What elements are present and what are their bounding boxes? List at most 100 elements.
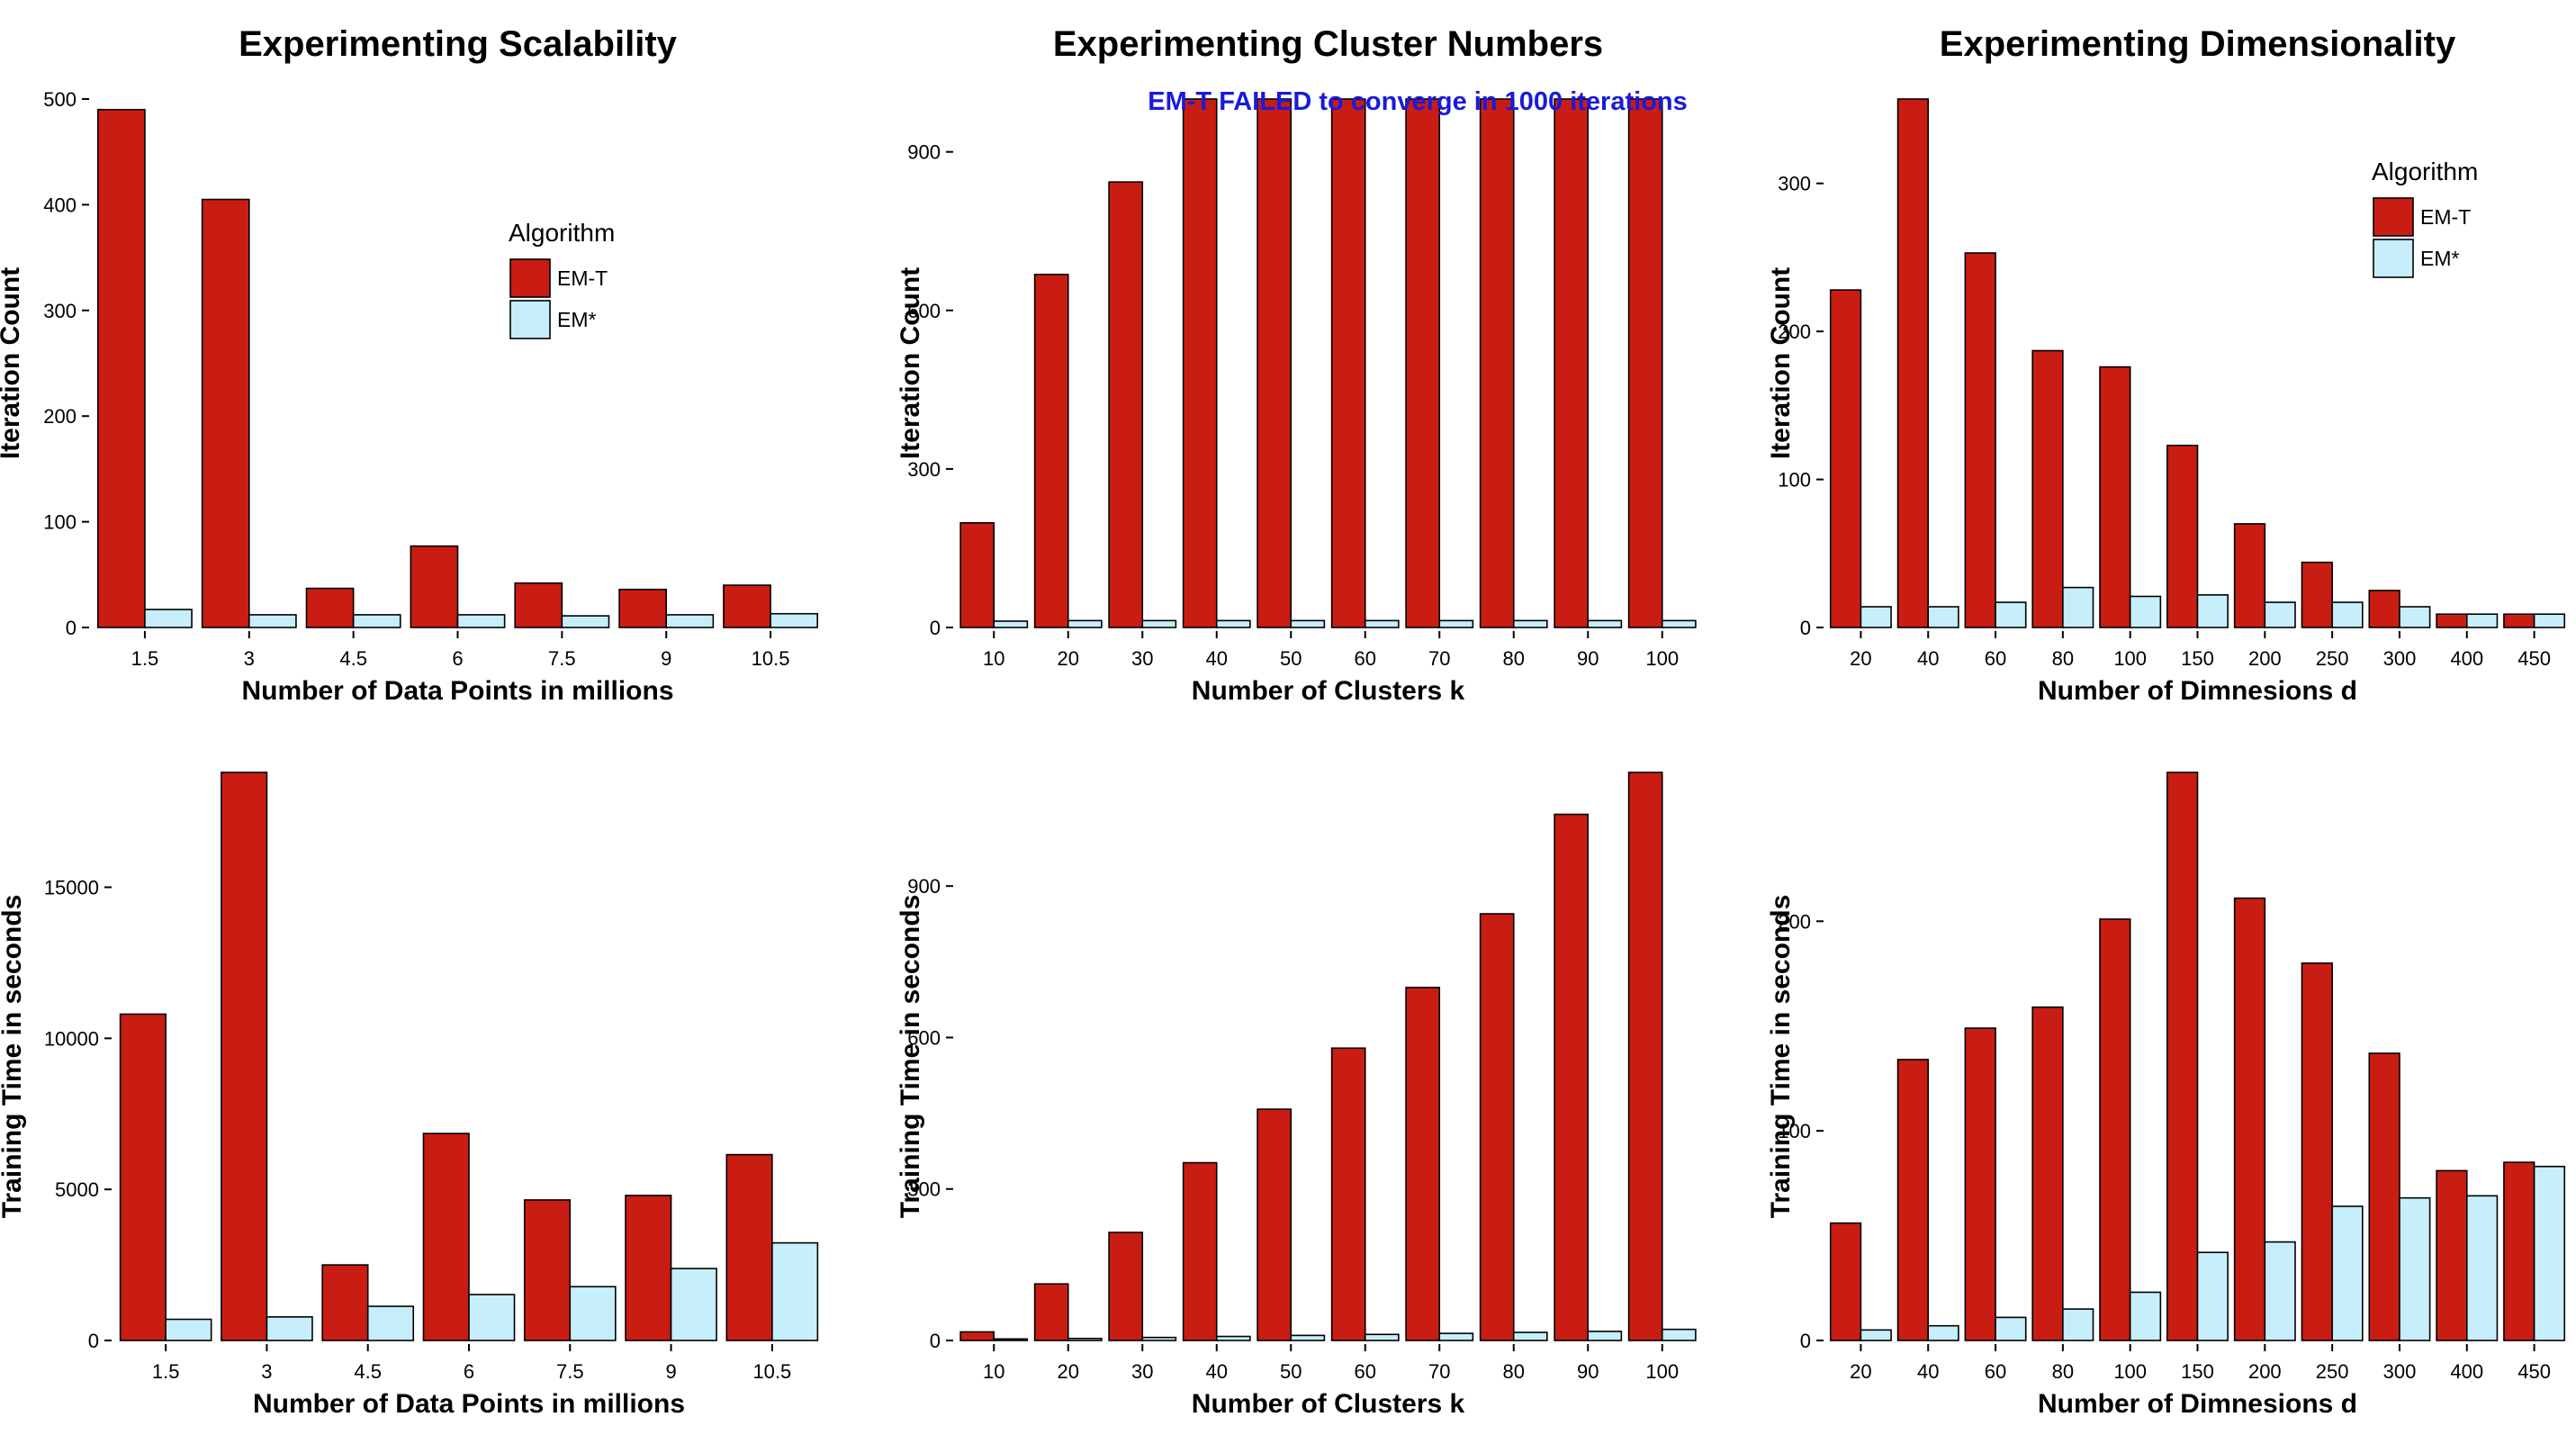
bar-em-t [1033,1283,1069,1341]
bar-em-star [1661,1328,1697,1341]
x-tick-label: 3 [261,1360,272,1383]
x-tick-label: 100 [1645,647,1679,670]
x-tick-label: 50 [1280,647,1302,670]
bar-em-star [456,614,506,628]
x-axis-title: Number of Dimnesions d [2038,676,2357,706]
chart-panel-2: Experimenting Cluster Numbers 0 300 600 900 1… [896,24,1697,706]
bar-em-t [1405,987,1441,1341]
bar-em-t [1405,98,1441,628]
y-tick-label: 0 [930,617,941,639]
chart-panel-5: 0 300 600 900 10 20 30 40 50 60 70 80 90 100 Number of… [896,772,1697,1419]
y-tick-label: 0 [88,1330,99,1352]
chart-title: Experimenting Cluster Numbers [1053,24,1603,64]
bar-em-t [1182,98,1218,628]
x-axis-title: Number of Clusters k [1192,1389,1465,1419]
bar-em-t [2301,561,2333,628]
legend-key-em-t [2373,197,2414,237]
y-tick-label: 100 [1778,1120,1811,1142]
bar-em-t [1829,289,1862,628]
bar-em-star [2533,1165,2566,1341]
bar-em-star [1141,619,1177,628]
x-tick-label: 40 [1917,1360,1939,1383]
bar-em-star [468,1294,516,1341]
bar-em-t [959,1331,995,1341]
x-tick-label: 90 [1577,647,1599,670]
y-axis-title: Training Time in seconds [896,895,925,1219]
x-tick-label: 40 [1206,1360,1228,1383]
x-tick-label: 20 [1850,647,1871,670]
bar-em-star [1661,619,1697,628]
x-tick-label: 300 [2383,647,2417,670]
y-axis-title: Training Time in seconds [0,895,27,1219]
bar-em-star [771,1241,819,1341]
bar-em-star [770,612,819,628]
x-tick-label: 150 [2181,1360,2214,1383]
y-tick-label: 500 [43,88,77,111]
bar-em-t [321,1264,369,1341]
bar-em-t [2166,444,2199,628]
bar-em-star [2533,613,2566,628]
bar-em-t [618,588,668,628]
y-tick-label: 0 [930,1330,941,1352]
bar-em-star [670,1268,717,1341]
bar-em-star [144,609,193,628]
legend-key-em-t [509,258,551,298]
bar-em-t [2368,1052,2400,1341]
bar-em-t [1256,1108,1293,1341]
bar-em-t [1964,1027,1996,1341]
bar-em-star [2399,1196,2431,1341]
bar-em-t [2503,1161,2535,1341]
x-tick-label: 1.5 [152,1360,180,1383]
bar-em-star [1364,1333,1400,1341]
chart-panel-3: Experimenting Dimensionality 0 100 200 300 20… [1766,24,2566,706]
bar-em-star [2062,586,2094,628]
bar-em-star [1215,1335,1251,1341]
bar-em-star [248,614,297,628]
y-tick-label: 0 [66,617,77,639]
bar-em-star [352,614,401,628]
bar-em-t [1829,1222,1862,1341]
bar-em-t [2436,1169,2468,1341]
x-tick-label: 400 [2450,647,2483,670]
x-tick-label: 250 [2316,647,2349,670]
bar-em-star [1215,619,1251,628]
y-tick-label: 200 [43,405,77,428]
x-tick-label: 60 [1985,1360,2006,1383]
bar-em-t [1108,181,1144,628]
bar-em-star [2331,601,2364,628]
x-tick-label: 450 [2517,647,2551,670]
bar-em-star [2465,613,2499,628]
bar-em-t [625,1195,672,1341]
x-tick-label: 200 [2248,647,2282,670]
legend-label: EM* [2420,247,2460,270]
x-tick-label: 70 [1428,1360,1450,1383]
x-tick-label: 10.5 [752,1360,791,1383]
x-tick-label: 30 [1131,1360,1153,1383]
x-axis-title: Number of Clusters k [1192,676,1465,706]
bar-em-t [523,1199,572,1341]
bar-em-star [1067,1337,1103,1341]
y-tick-label: 400 [43,194,77,216]
x-tick-label: 9 [661,647,671,670]
y-tick-label: 5000 [55,1178,99,1201]
x-tick-label: 200 [2248,1360,2282,1383]
y-tick-label: 900 [907,875,941,898]
bar-em-t [221,772,268,1341]
bar-em-t [1964,252,1996,628]
x-tick-label: 3 [244,647,255,670]
bar-em-t [119,1013,167,1341]
y-tick-label: 200 [1778,910,1811,933]
y-tick-label: 10000 [44,1027,99,1050]
x-tick-label: 50 [1280,1360,1302,1383]
x-axis-title: Number of Data Points in millions [241,676,673,706]
bar-em-t [2233,523,2266,628]
bar-em-star [2264,601,2296,628]
bar-em-t [1896,98,1930,628]
bar-em-star [2129,1291,2162,1341]
x-tick-label: 100 [2113,647,2147,670]
bar-em-star [1290,1334,1326,1341]
x-tick-label: 60 [1355,647,1376,670]
bar-em-t [2166,772,2199,1341]
x-tick-label: 10 [983,1360,1004,1383]
bar-em-star [1290,619,1326,628]
